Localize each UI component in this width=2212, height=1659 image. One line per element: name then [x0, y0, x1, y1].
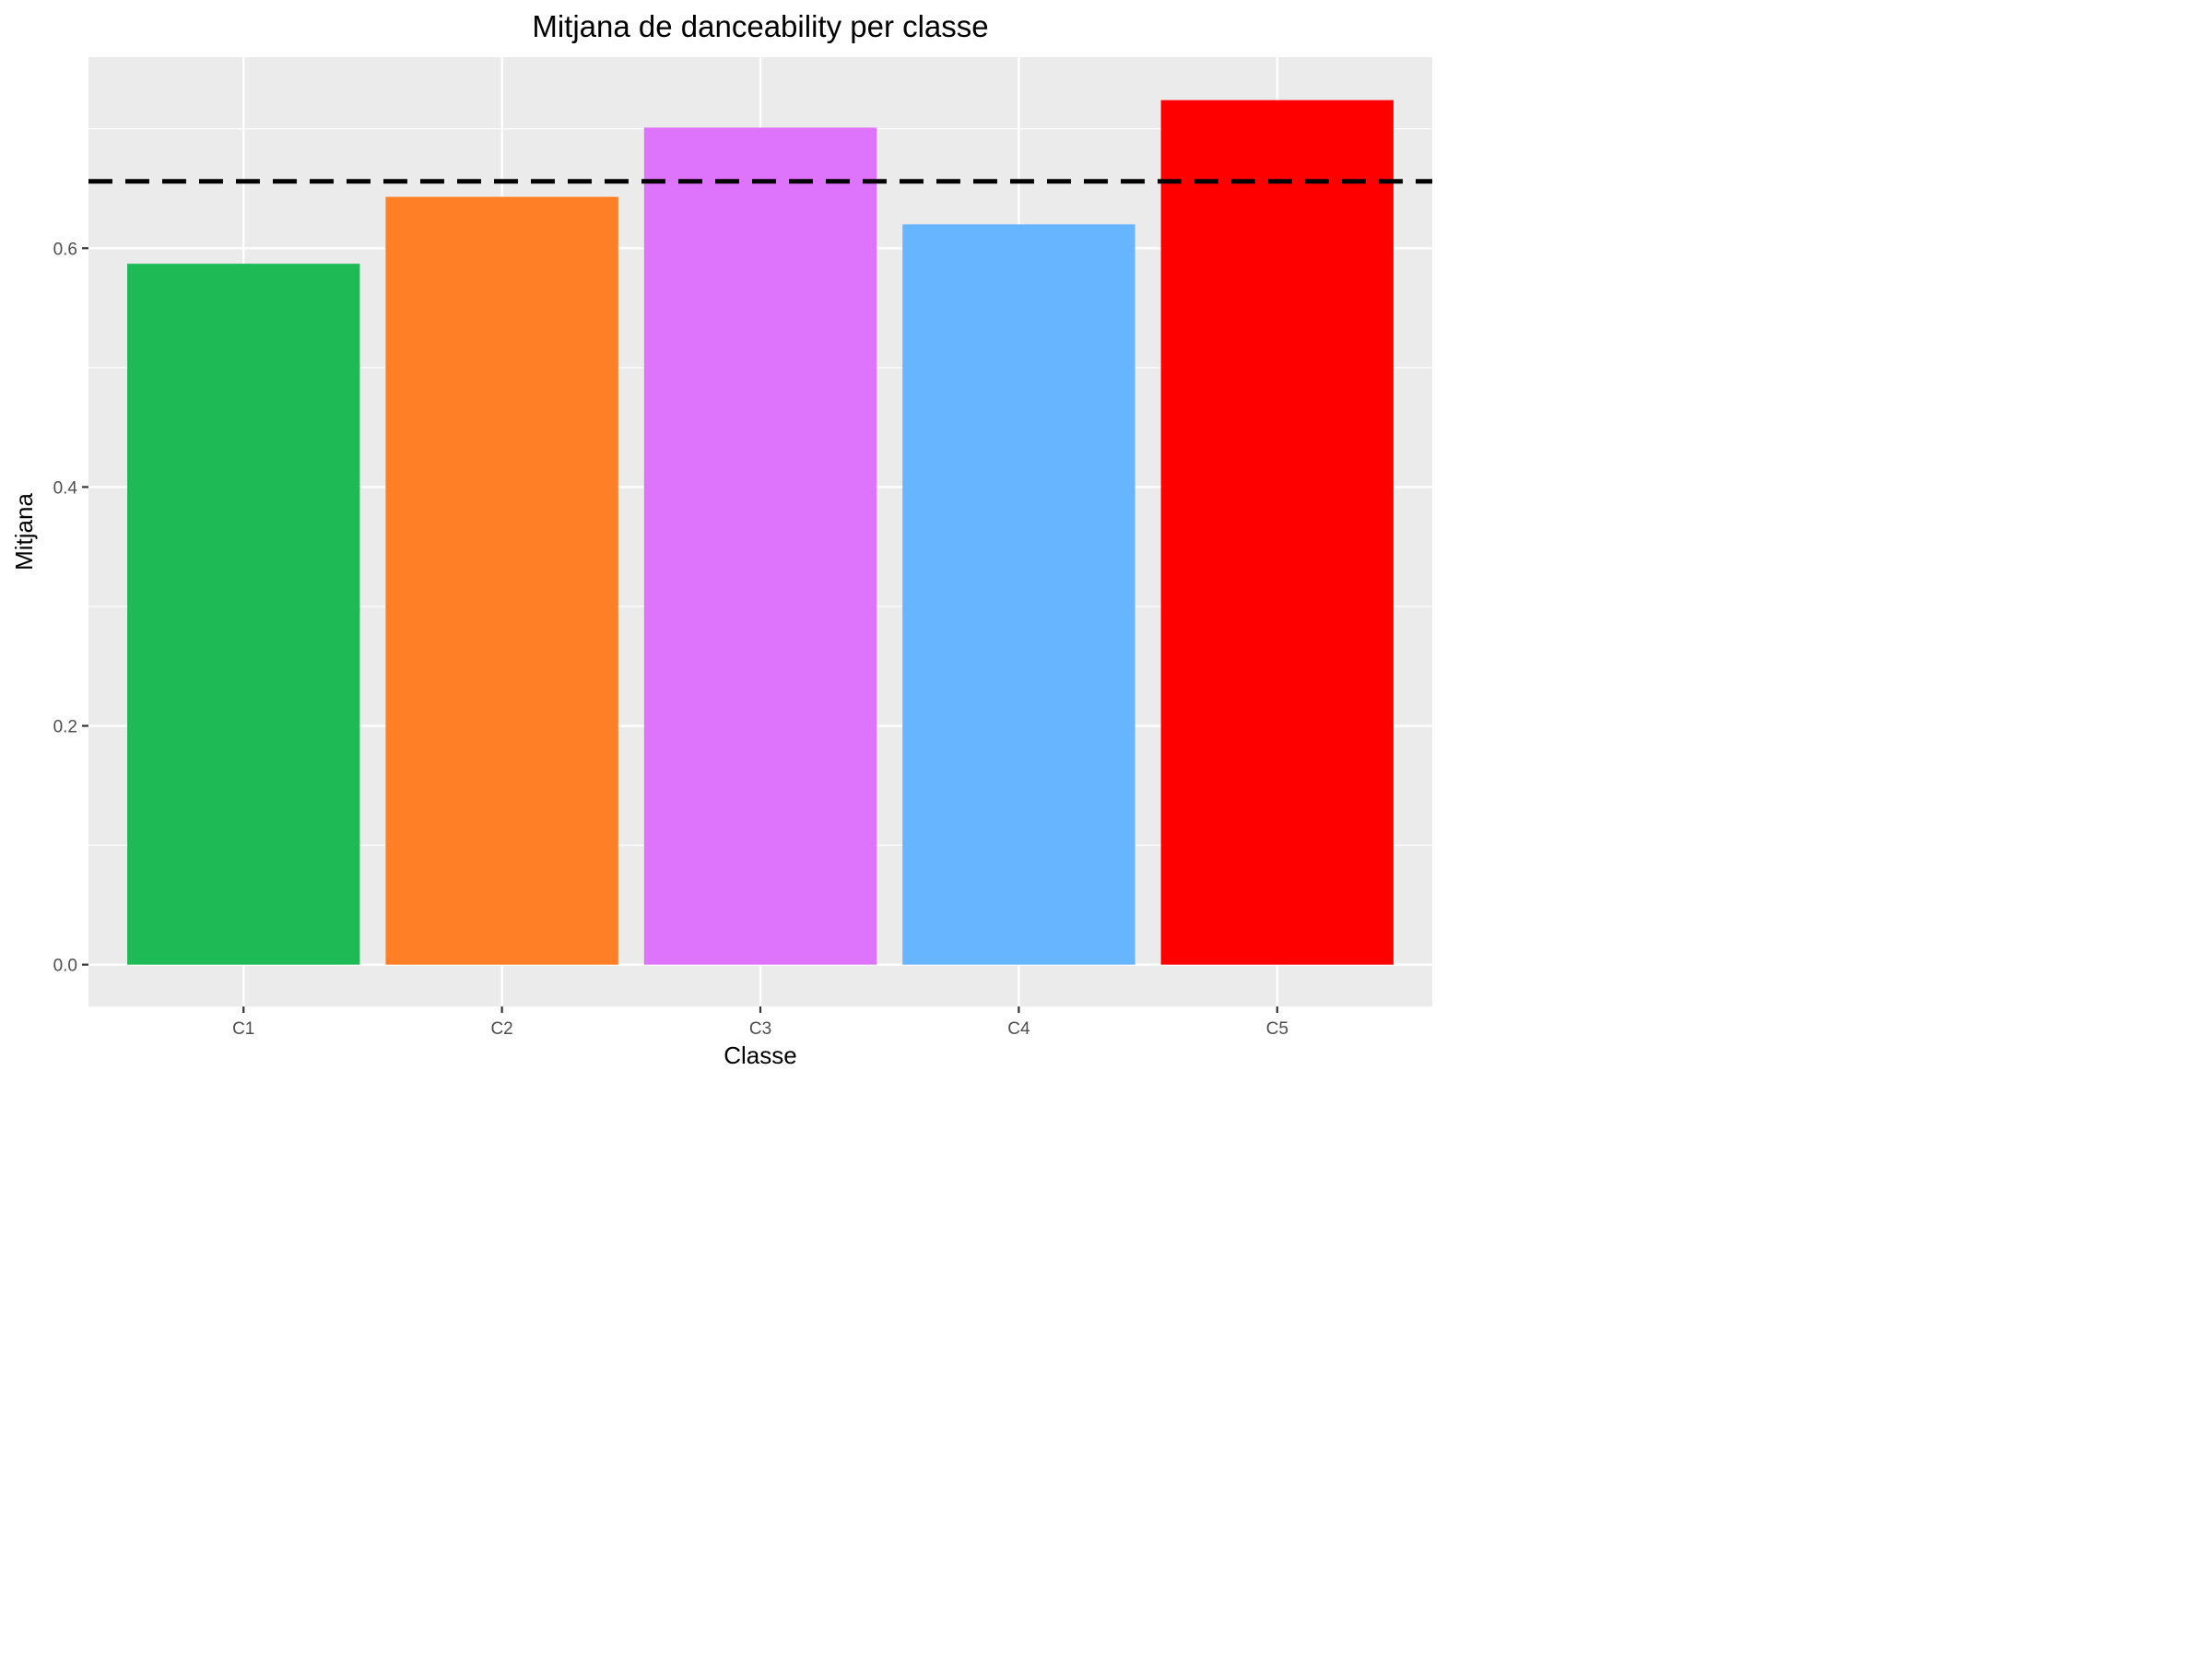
- x-tick-label: C5: [1266, 1019, 1288, 1039]
- bar-chart: 0.0 0.2 0.4 0.6 C1 C2 C3 C4 C5 Mitjana de dance…: [10, 9, 1432, 1069]
- x-tick-label: C4: [1007, 1019, 1030, 1039]
- x-tick-label: C2: [490, 1019, 512, 1039]
- y-tick-label: 0.4: [53, 478, 78, 498]
- y-tick-label: 0.0: [53, 957, 77, 976]
- bar-c2: [385, 196, 618, 965]
- bar-c5: [1160, 100, 1394, 965]
- x-axis: C1 C2 C3 C4 C5: [232, 1006, 1288, 1039]
- y-tick-label: 0.2: [53, 718, 77, 737]
- bars: [127, 100, 1394, 965]
- x-tick-label: C1: [232, 1019, 254, 1039]
- x-axis-title: Classe: [724, 1041, 796, 1069]
- y-tick-label: 0.6: [53, 240, 77, 259]
- bar-c3: [643, 127, 877, 965]
- chart-title: Mitjana de danceability per classe: [532, 9, 988, 43]
- bar-c4: [902, 224, 1135, 965]
- bar-c1: [127, 264, 360, 965]
- y-axis-title: Mitjana: [10, 493, 38, 571]
- x-tick-label: C3: [749, 1019, 771, 1039]
- y-axis: 0.0 0.2 0.4 0.6: [53, 240, 88, 976]
